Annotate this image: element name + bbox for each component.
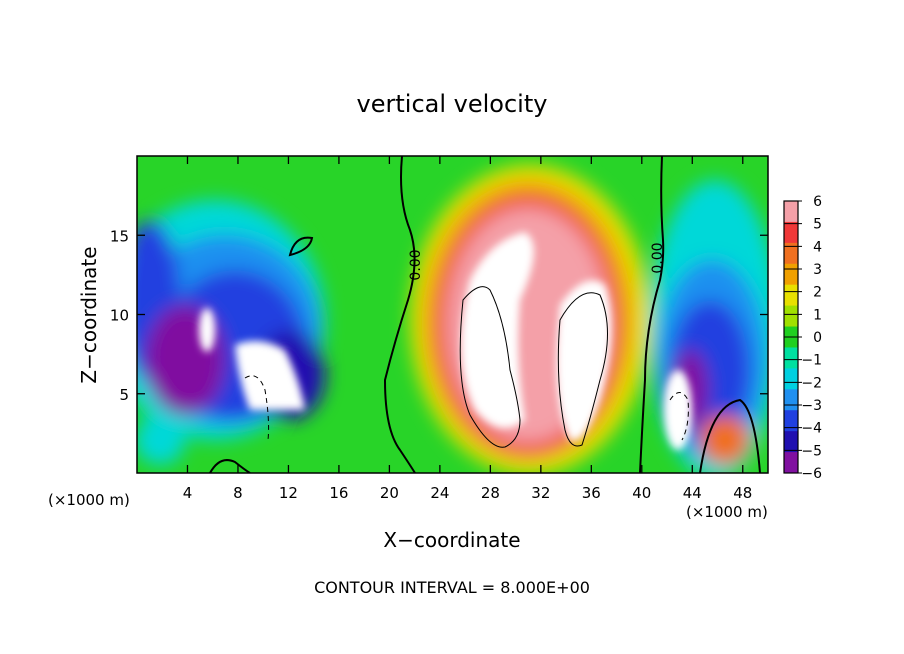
colorbar-swatch-11 [784,431,798,453]
contour-lines [209,156,761,473]
contour-interval-footer: CONTOUR INTERVAL = 8.000E+00 [314,578,590,597]
contour-bottom-left [209,459,251,473]
colorbar-swatch-5 [784,305,798,328]
colorbar-swatch-9 [784,389,798,411]
colorbar-swatch-12 [784,452,798,474]
y-tick-label: 5 [119,386,129,404]
colorbar-tick-label: 6 [813,194,822,210]
colorbar-tick-label: 5 [813,217,822,233]
contour-label-left: 0.00 [408,249,424,280]
x-tick-label: 44 [683,484,702,502]
x-tick-label: 24 [430,484,449,502]
colorbar-tick-label: −6 [801,466,822,482]
y-axis-title: Z−coordinate [77,246,101,383]
colorbar-swatch-8 [784,368,798,390]
x-tick-label: 28 [481,484,500,502]
contour-loop [288,236,314,257]
x-tick-label: 20 [380,484,399,502]
y-tick-label: 15 [110,227,129,245]
colorbar-tick-label: −3 [801,398,822,414]
colorbar-swatch-3 [784,263,798,286]
colorbar-tick-label: 0 [813,330,822,346]
contour-bottom-right [699,398,761,473]
contour-label-right: 0.00 [650,242,666,273]
colorbar-tick-label: 3 [813,262,822,278]
y-tick-label: 10 [110,307,129,325]
colorbar-swatch-4 [784,284,798,307]
x-tick-label: 16 [329,484,348,502]
contour-updraft-left [459,286,521,448]
chart-title: vertical velocity [357,90,548,118]
y-axis: 5 10 15 [110,227,768,404]
colorbar-swatch-7 [784,347,798,369]
colorbar-swatch-0 [784,201,798,223]
colorbar-tick-label: 2 [813,285,822,301]
colorbar-tick-label: 4 [813,239,822,255]
x-tick-label: 12 [279,484,298,502]
colorbar-tick-label: −1 [801,353,822,369]
colorbar-tick-label: 1 [813,307,822,323]
colorbar-tick-label: −2 [801,375,822,391]
colorbar-swatch-10 [784,410,798,432]
x-tick-label: 48 [733,484,752,502]
contour-updraft-right [557,292,608,447]
x-tick-label: 36 [582,484,601,502]
contour-downdraft-right [669,392,689,441]
x-tick-label: 4 [183,484,193,502]
zero-contour-left [383,156,416,473]
colorbar-swatch-1 [784,221,798,244]
colorbar-tick-label: −4 [801,421,822,437]
colorbar-swatch-2 [784,242,798,265]
x-tick-label: 40 [632,484,651,502]
x-tick-label: 32 [531,484,550,502]
x-tick-label: 8 [233,484,243,502]
heatmap-field [137,156,768,473]
colorbar: 6 5 4 3 2 1 0 −1 −2 −3 −4 −5 −6 [783,194,822,482]
x-unit-label: (×1000 m) [686,503,768,521]
contour-downdraft-left [244,375,270,441]
zero-contour-right [639,156,665,473]
colorbar-tick-label: −5 [801,443,822,459]
y-unit-label: (×1000 m) [48,491,130,509]
x-axis: 4 8 12 16 20 24 28 32 36 40 44 48 [183,156,752,502]
x-axis-title: X−coordinate [383,528,520,552]
